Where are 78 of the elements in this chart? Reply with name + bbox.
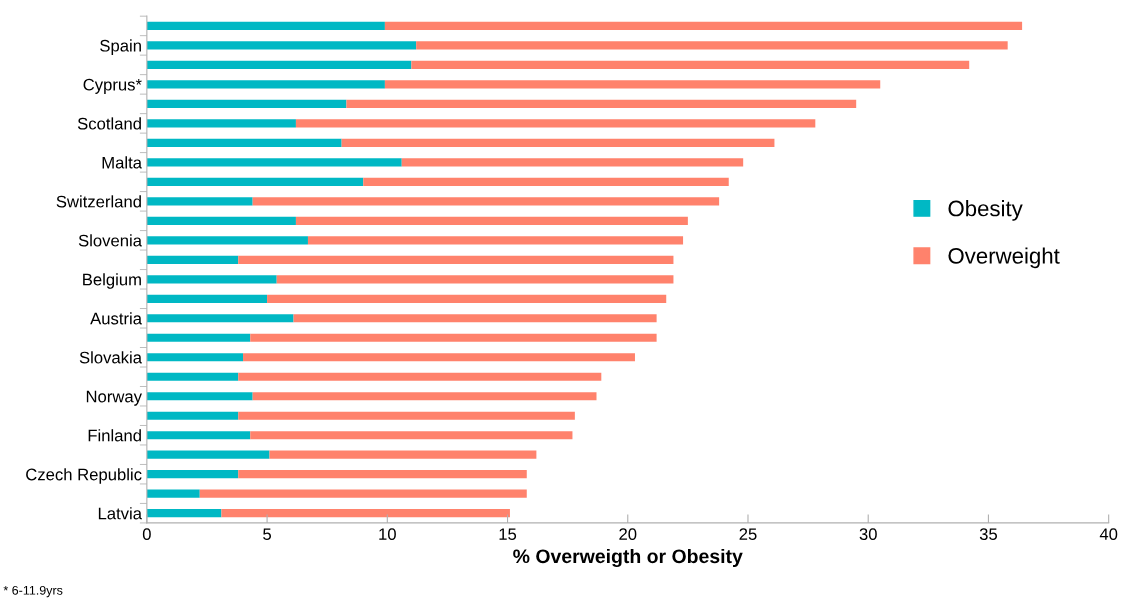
bar (401, 158, 744, 167)
y-tick-label: Scotland (77, 117, 141, 130)
bar (146, 60, 412, 69)
y-tick-label: Malta (102, 156, 142, 169)
bar (146, 372, 239, 381)
y-tick-label: Belgium (83, 273, 141, 289)
bar (146, 138, 342, 147)
y-tick-label: Cyprus* (83, 78, 142, 94)
bar (346, 99, 857, 108)
bar (199, 489, 527, 498)
bar (146, 294, 268, 303)
bar (146, 41, 417, 50)
bar (295, 216, 688, 225)
bar (146, 216, 296, 225)
bar (252, 197, 720, 206)
x-tick-label: 25 (739, 528, 757, 541)
bar (295, 119, 816, 128)
bar (146, 411, 239, 420)
bar (146, 314, 294, 323)
bar (238, 470, 527, 479)
bar (146, 275, 277, 284)
bar (146, 255, 239, 264)
x-axis-title: % Overweigth or Obesity (513, 548, 743, 568)
bar (146, 333, 251, 342)
y-tick-label: Slovakia (79, 351, 142, 364)
y-tick-label: Finland (88, 429, 141, 442)
x-tick-label: 35 (979, 528, 998, 541)
bar (146, 470, 239, 479)
bar (250, 333, 657, 342)
bar (146, 99, 347, 108)
x-tick-label: 5 (263, 528, 272, 541)
text: * 6-11.9yrs (3, 585, 63, 598)
bar (146, 353, 244, 362)
bar (146, 489, 200, 498)
bar (416, 41, 1008, 50)
bar (269, 450, 537, 459)
bar (146, 392, 253, 401)
x-tick-label: 0 (142, 528, 151, 541)
y-tick-label: Spain (100, 39, 141, 55)
bar (146, 158, 402, 167)
x-tick-label: 40 (1099, 528, 1118, 541)
legend-label: Obesity (948, 200, 1023, 221)
bar (411, 60, 970, 69)
bar (238, 411, 575, 420)
x-tick-label: 15 (499, 528, 517, 541)
bar (146, 80, 385, 89)
x-tick-label: 30 (859, 528, 877, 541)
bar (146, 431, 251, 440)
bar (307, 236, 684, 245)
bar (243, 353, 635, 362)
y-tick-label: Latvia (98, 507, 142, 520)
y-tick-label: Czech Republic (26, 468, 142, 484)
bar (238, 372, 602, 381)
bar (250, 431, 573, 440)
bar (363, 177, 729, 186)
y-tick-label: Switzerland (56, 195, 141, 208)
y-tick-label: Austria (90, 312, 142, 325)
bar (252, 392, 597, 401)
bar (276, 275, 674, 284)
bar (384, 21, 1023, 31)
bar (146, 450, 270, 459)
bar (146, 509, 222, 518)
bar (146, 119, 296, 128)
bar (341, 138, 775, 147)
bar (221, 509, 510, 518)
legend-label: Overweight (948, 247, 1060, 269)
bar (293, 314, 657, 323)
bar (146, 21, 385, 31)
bar (384, 80, 881, 89)
x-tick-label: 20 (619, 528, 637, 541)
y-tick-label: Slovenia (78, 234, 142, 247)
bar (146, 177, 364, 186)
x-tick-label: 10 (379, 528, 396, 541)
y-tick-label: Norway (86, 390, 142, 406)
bar (267, 294, 667, 303)
bar (146, 236, 308, 245)
bar (146, 197, 253, 206)
bar (238, 255, 674, 264)
